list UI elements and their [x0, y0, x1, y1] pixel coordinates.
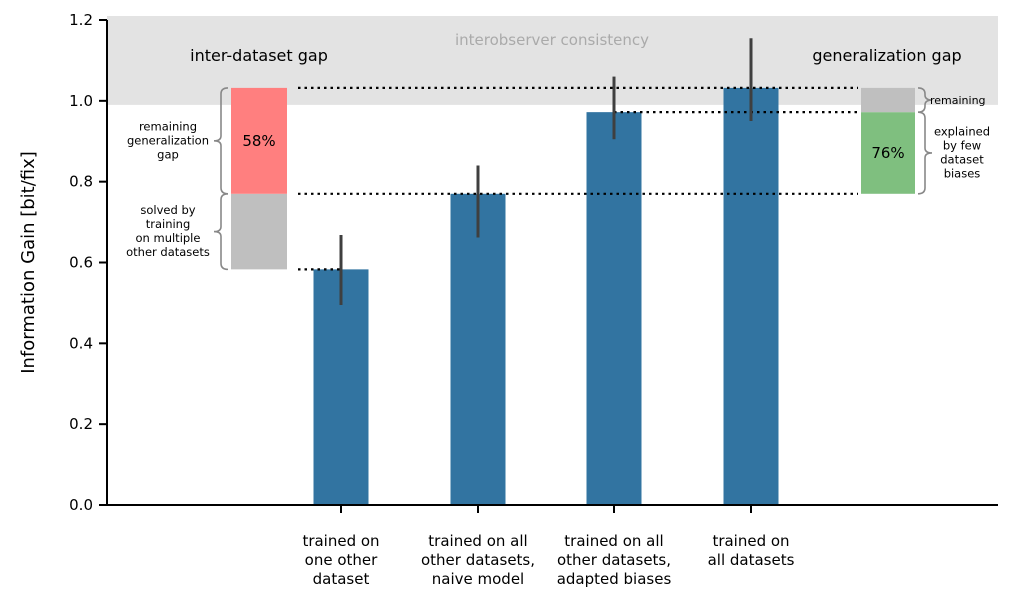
label-line: solved by — [140, 203, 195, 217]
reference-lines — [298, 86, 858, 271]
x-tick-label: one other — [305, 551, 378, 569]
label-line: generalization — [127, 133, 209, 147]
bar — [586, 112, 642, 506]
label-line: on multiple — [136, 231, 201, 245]
x-tick-label: trained on all — [428, 532, 527, 550]
generalization-remaining-segment — [861, 87, 915, 113]
bar — [450, 193, 506, 505]
solved-gap-brace — [213, 192, 229, 271]
bar — [723, 87, 779, 506]
label-line: remaining — [139, 119, 197, 133]
bars — [313, 87, 779, 506]
label-line: by few — [943, 138, 981, 152]
label-line: biases — [944, 166, 981, 180]
y-tick-label: 0.4 — [69, 334, 93, 352]
solved-by-training-segment — [231, 193, 287, 270]
generalization-gap-title: generalization gap — [812, 46, 961, 65]
x-tick-label: trained on all — [564, 532, 663, 550]
remaining-brace — [917, 87, 933, 113]
remaining-label: remaining — [930, 94, 986, 107]
explained-by-biases-segment — [861, 112, 915, 194]
label-line: gap — [157, 147, 179, 161]
x-tick-label: naive model — [432, 570, 524, 588]
bar — [313, 269, 369, 505]
x-tick-label: other datasets, — [421, 551, 535, 569]
x-tick-label: dataset — [313, 570, 370, 588]
label-line: dataset — [940, 152, 984, 166]
x-tick-label: other datasets, — [557, 551, 671, 569]
inter-dataset-gap-title: inter-dataset gap — [190, 46, 328, 65]
explained-brace — [917, 111, 933, 195]
label-line: other datasets — [126, 245, 210, 259]
label-line: training — [146, 217, 191, 231]
y-tick-label: 0.6 — [69, 254, 93, 272]
remaining-gap-percent: 58% — [242, 132, 275, 150]
label-line: explained — [934, 124, 990, 138]
y-tick-label: 1.2 — [69, 11, 93, 29]
x-tick-label: all datasets — [708, 551, 795, 569]
y-tick-label: 0.8 — [69, 173, 93, 191]
error-bars — [339, 38, 753, 305]
y-ticks: 0.0 0.2 0.4 0.6 0.8 1.0 1.2 — [69, 11, 107, 514]
y-tick-label: 0.2 — [69, 415, 93, 433]
explained-percent: 76% — [871, 144, 904, 162]
interobserver-label: interobserver consistency — [455, 31, 649, 49]
y-axis-label: Information Gain [bit/fix] — [18, 151, 39, 374]
x-tick-label: adapted biases — [557, 570, 672, 588]
x-tick-label: trained on — [302, 532, 379, 550]
remaining-generalization-gap-segment — [231, 87, 287, 194]
x-tick-label: trained on — [712, 532, 789, 550]
remaining-gap-brace — [213, 87, 229, 195]
y-tick-label: 1.0 — [69, 92, 93, 110]
y-tick-label: 0.0 — [69, 496, 93, 514]
